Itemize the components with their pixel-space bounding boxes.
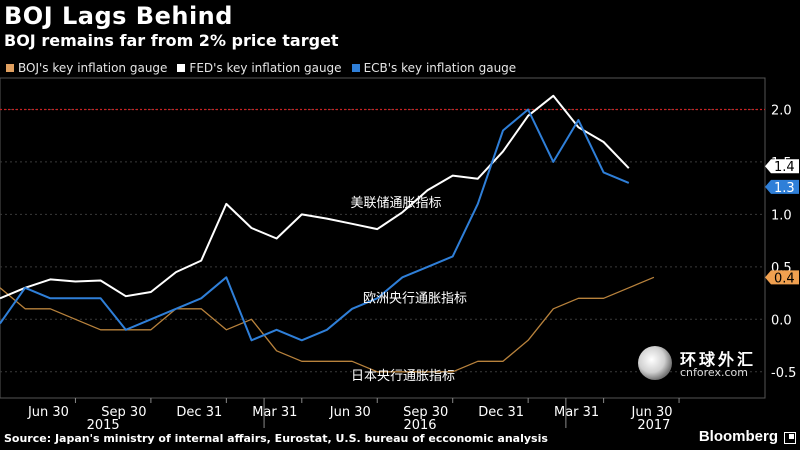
last-value-label: 0.4: [774, 271, 795, 286]
brand-logo: Bloomberg: [698, 428, 778, 445]
chart-grid: [0, 77, 766, 399]
legend-item-fed: FED's key inflation gauge: [177, 61, 342, 75]
legend-swatch-boj: [6, 64, 14, 72]
series-line-ecb: [0, 108, 630, 342]
y-tick-label: 2.0: [771, 103, 792, 118]
series-line-fed: [0, 94, 630, 300]
last-value-box: [765, 270, 799, 285]
x-axis: Jun 30 Sep 30 Dec 31 Mar 31 Jun 30 Sep 30 Dec …: [27, 398, 680, 433]
legend-item-ecb: ECB's key inflation gauge: [351, 61, 517, 75]
legend-swatch-ecb: [351, 64, 360, 72]
legend-swatch-fed: [177, 64, 186, 72]
x-tick-label: Dec 31: [478, 405, 524, 420]
annotation-boj: 日本央行通胀指标: [351, 369, 455, 384]
y-tick-label: 0.0: [771, 313, 792, 328]
last-value-box: [765, 159, 799, 174]
last-value-label: 1.4: [774, 160, 795, 175]
legend-item-boj: BOJ's key inflation gauge: [6, 61, 167, 75]
y-axis: -0.50.00.51.01.52.00.41.41.3: [765, 103, 799, 381]
y-tick-label: 1.0: [771, 208, 792, 223]
x-tick-label: Jun 30: [329, 405, 371, 420]
brand-box-icon: [784, 432, 796, 444]
x-tick-label: Sep 30: [101, 405, 146, 420]
legend-label-boj: BOJ's key inflation gauge: [18, 61, 168, 75]
watermark-site: cnforex.com: [680, 366, 748, 379]
chart-title: BOJ Lags Behind: [4, 2, 233, 30]
last-value-tag-fed: 1.4: [765, 159, 799, 175]
x-tick-label: Sep 30: [403, 405, 448, 420]
x-tick-label: Jun 30: [631, 405, 673, 420]
chart-series: [0, 94, 655, 373]
plot-frame: [0, 77, 766, 399]
last-value-tag-ecb: 1.3: [765, 179, 799, 196]
watermark-logo-icon: [638, 346, 672, 380]
last-value-label: 1.3: [774, 181, 795, 196]
annotation-ecb: 欧洲央行通胀指标: [363, 291, 467, 306]
x-year-label: 2015: [87, 418, 120, 433]
x-year-label: 2016: [403, 418, 436, 433]
legend-label-fed: FED's key inflation gauge: [189, 61, 342, 75]
source-note: Source: Japan's ministry of internal aff…: [4, 432, 548, 445]
x-tick-label: Jun 30: [27, 405, 69, 420]
x-tick-label: Mar 31: [554, 405, 599, 420]
legend: BOJ's key inflation gauge FED's key infl…: [6, 60, 526, 76]
last-value-tag-boj: 0.4: [765, 270, 799, 286]
legend-label-ecb: ECB's key inflation gauge: [363, 61, 517, 75]
last-value-box: [765, 179, 799, 194]
chart-subtitle: BOJ remains far from 2% price target: [4, 31, 339, 50]
watermark: 环球外汇 cnforex.com: [638, 346, 788, 382]
annotation-fed: 美联储通胀指标: [350, 196, 441, 211]
y-tick-label: -0.5: [771, 366, 796, 381]
x-year-label: 2017: [637, 418, 670, 433]
x-tick-label: Dec 31: [176, 405, 222, 420]
series-line-boj: [0, 276, 655, 373]
watermark-name: 环球外汇: [680, 350, 757, 369]
x-tick-label: Mar 31: [252, 405, 297, 420]
